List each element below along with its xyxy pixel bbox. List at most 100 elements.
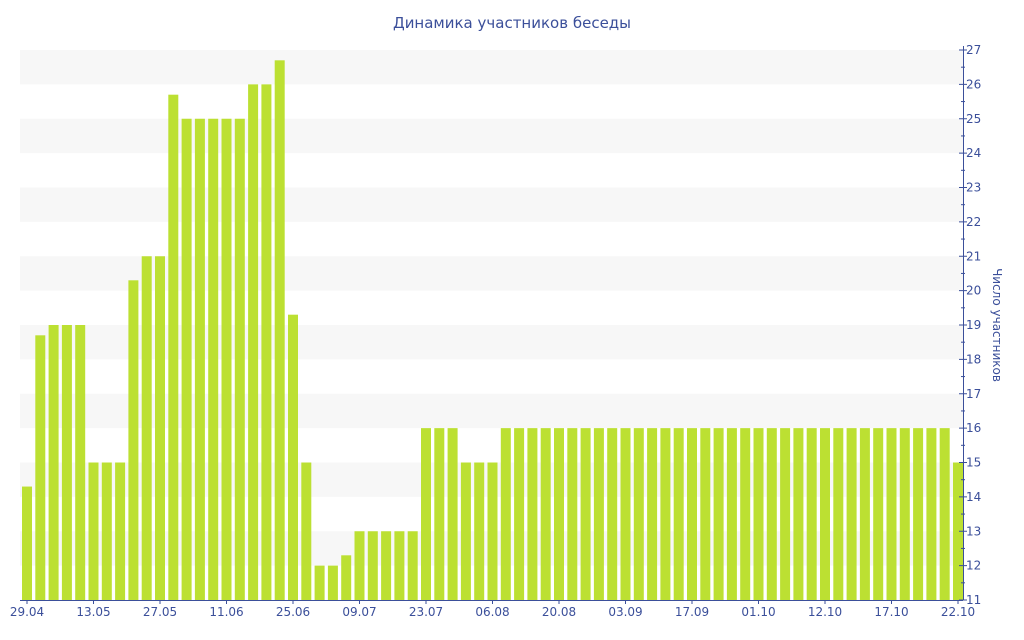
chart-title: Динамика участников беседы: [393, 14, 631, 32]
bar: [753, 428, 764, 600]
y-tick-label: 18: [966, 352, 981, 366]
bar: [327, 565, 338, 600]
y-tick-label: 14: [966, 490, 981, 504]
y-tick-label: 17: [966, 387, 981, 401]
bar: [500, 428, 511, 600]
x-tick-label: 11.06: [209, 605, 243, 619]
y-tick-label: 24: [966, 146, 981, 160]
bar: [274, 60, 285, 600]
bars: [22, 60, 963, 600]
bar: [859, 428, 870, 600]
bar: [221, 118, 232, 600]
bar: [434, 428, 445, 600]
bar: [474, 462, 485, 600]
x-tick-label: 09.07: [342, 605, 376, 619]
bar: [447, 428, 458, 600]
bar: [607, 428, 618, 600]
bar: [926, 428, 937, 600]
bar: [367, 531, 378, 600]
bar: [833, 428, 844, 600]
x-tick-label: 03.09: [608, 605, 642, 619]
bar: [713, 428, 724, 600]
x-tick-label: 23.07: [409, 605, 443, 619]
bar: [886, 428, 897, 600]
bar: [341, 555, 352, 600]
bar: [141, 256, 152, 600]
bar: [593, 428, 604, 600]
bar: [248, 84, 259, 600]
bar: [647, 428, 658, 600]
x-tick-label: 17.10: [874, 605, 908, 619]
bar: [660, 428, 671, 600]
y-tick-label: 22: [966, 215, 981, 229]
bar: [194, 118, 205, 600]
grid-band: [20, 187, 963, 222]
y-tick-label: 16: [966, 421, 981, 435]
bar: [354, 531, 365, 600]
bar: [314, 565, 325, 600]
bar: [75, 325, 86, 600]
bar: [673, 428, 684, 600]
bar: [48, 325, 59, 600]
bar: [780, 428, 791, 600]
bar: [620, 428, 631, 600]
bar: [288, 314, 298, 600]
x-tick-label: 01.10: [741, 605, 775, 619]
y-tick-label: 11: [966, 593, 981, 607]
bar: [580, 428, 591, 600]
y-tick-label: 19: [966, 318, 981, 332]
x-tick-label: 25.06: [276, 605, 310, 619]
bar: [726, 428, 737, 600]
x-tick-label: 27.05: [143, 605, 177, 619]
x-tick-label: 13.05: [76, 605, 110, 619]
x-tick-label: 20.08: [542, 605, 576, 619]
bar: [421, 428, 431, 600]
bar: [527, 428, 538, 600]
x-tick-label: 29.04: [10, 605, 44, 619]
bar: [261, 84, 272, 600]
y-axis: 11 12 13 14 15 16 17 18 19 20 21 22 23 24 25 26 27: [959, 43, 981, 607]
bar: [88, 462, 99, 600]
bar: [61, 325, 72, 600]
bar: [115, 462, 126, 600]
bar: [687, 428, 697, 600]
bar: [939, 428, 950, 600]
y-tick-label: 26: [966, 77, 981, 91]
bar: [554, 428, 564, 600]
bar: [953, 462, 963, 600]
x-tick-label: 12.10: [808, 605, 842, 619]
bar: [873, 428, 884, 600]
bar: [766, 428, 777, 600]
grid-band: [20, 50, 963, 85]
y-tick-label: 27: [966, 43, 981, 57]
y-tick-label: 13: [966, 524, 981, 538]
bar: [913, 428, 924, 600]
x-axis: 29.04 13.05 27.05 11.06 25.06 09.07 23.07 06.08…: [10, 600, 975, 619]
bar: [301, 462, 312, 600]
bar: [793, 428, 804, 600]
bar: [155, 256, 165, 600]
bar: [181, 118, 192, 600]
y-tick-label: 21: [966, 249, 981, 263]
x-tick-label: 22.10: [941, 605, 975, 619]
bar: [101, 462, 112, 600]
y-tick-label: 15: [966, 456, 981, 470]
bar: [128, 280, 139, 600]
bar: [35, 335, 46, 600]
y-axis-label: Число участников: [990, 268, 1004, 382]
bar: [394, 531, 405, 600]
bar: [407, 531, 418, 600]
bar: [806, 428, 817, 600]
bar: [381, 531, 392, 600]
bar: [633, 428, 644, 600]
bar: [208, 118, 219, 600]
y-tick-label: 20: [966, 284, 981, 298]
y-tick-label: 12: [966, 559, 981, 573]
y-tick-label: 23: [966, 181, 981, 195]
y-tick-label: 25: [966, 112, 981, 126]
x-tick-label: 06.08: [475, 605, 509, 619]
bar: [540, 428, 551, 600]
bar: [168, 94, 179, 600]
grid-band: [20, 118, 963, 154]
